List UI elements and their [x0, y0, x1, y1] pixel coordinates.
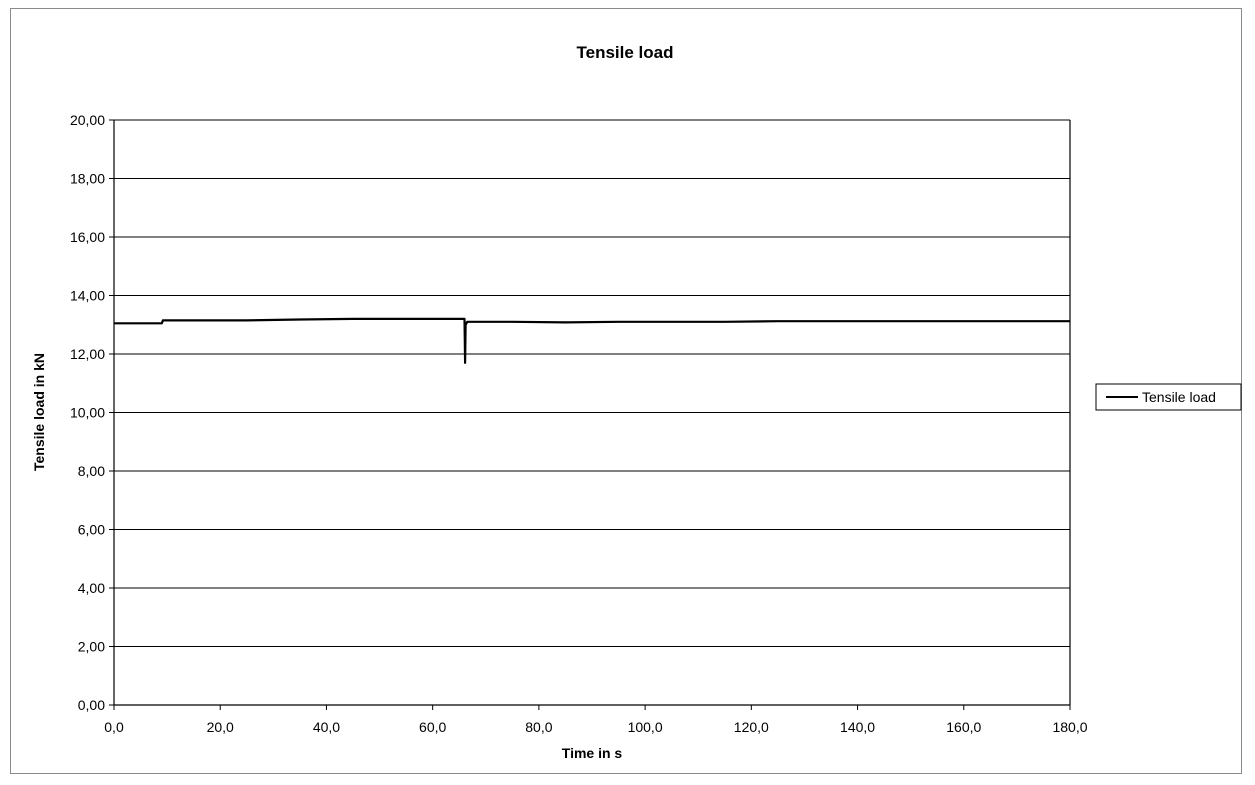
x-tick-label: 180,0 — [1052, 719, 1087, 735]
y-tick-label: 8,00 — [78, 463, 105, 479]
series-lines — [114, 317, 1070, 364]
x-tick-label: 100,0 — [628, 719, 663, 735]
y-tick-label: 20,00 — [70, 112, 105, 128]
y-tick-label: 6,00 — [78, 522, 105, 538]
x-tick-label: 120,0 — [734, 719, 769, 735]
y-tick-label: 10,00 — [70, 405, 105, 421]
y-tick-labels: 0,00 2,00 4,00 6,00 8,00 10,00 12,00 14,00 16,00… — [70, 112, 105, 713]
x-tick-labels: 0,0 20,0 40,0 60,0 80,0 100,0 120,0 140,0 160,0 1… — [104, 719, 1087, 735]
y-tick-label: 18,00 — [70, 171, 105, 187]
y-tick-label: 16,00 — [70, 229, 105, 245]
gridlines — [114, 119, 1070, 647]
x-tick-label: 40,0 — [313, 719, 340, 735]
x-tick-label: 20,0 — [207, 719, 234, 735]
x-tick-label: 0,0 — [104, 719, 124, 735]
y-tick-label: 2,00 — [78, 639, 105, 655]
y-axis-title: Tensile load in kN — [31, 353, 47, 471]
chart-title: Tensile load — [577, 43, 674, 62]
x-tick-label: 60,0 — [419, 719, 446, 735]
x-tick-label: 160,0 — [946, 719, 981, 735]
y-tick-label: 14,00 — [70, 288, 105, 304]
y-tick-label: 4,00 — [78, 580, 105, 596]
y-tick-label: 12,00 — [70, 346, 105, 362]
legend-label: Tensile load — [1142, 389, 1216, 405]
legend: Tensile load — [1095, 383, 1242, 411]
axes — [109, 119, 1071, 710]
x-tick-label: 140,0 — [840, 719, 875, 735]
x-axis-title: Time in s — [562, 745, 623, 761]
x-tick-label: 80,0 — [525, 719, 552, 735]
series-line — [114, 317, 1070, 364]
y-tick-label: 0,00 — [78, 697, 105, 713]
